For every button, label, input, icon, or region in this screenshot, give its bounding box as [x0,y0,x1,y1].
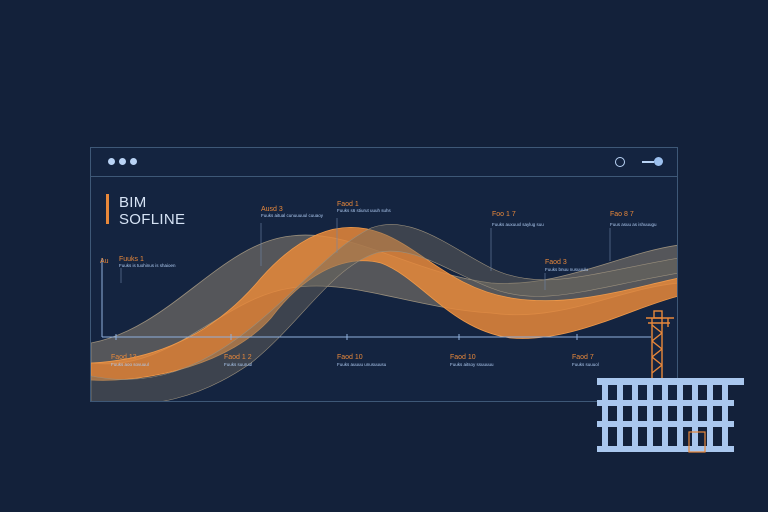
upper-label-2-caption: Fuuks aitual cunuuuuul cuuaoy [261,213,324,218]
upper-label-1-title: Fuuks 1 [119,256,144,263]
lower-label-5-title: Faod 7 [572,354,594,361]
window-dot-1[interactable] [108,158,115,165]
timeline-chart: Au Fuuks 1 Fuuks is tuohinus is shaioen … [91,201,677,401]
app-title: BIM SOFLINE [119,194,185,228]
upper-label-4-caption: Fuuks auxuuxl saylug suu [492,222,544,227]
window-dot-3[interactable] [130,158,137,165]
lower-label-4-caption: Fuuks aitsoy ssuuuuu [450,362,494,367]
title-accent-bar [106,194,109,224]
band-gray-lower [91,224,677,401]
title-bar [91,148,677,177]
lower-label-5-caption: Fuuks suuuol [572,362,599,367]
upper-label-5-title: Faod 3 [545,259,567,266]
leader-lines [120,218,611,290]
lower-label-3-caption: Fuuks auuuu unusuuusu [337,362,387,367]
upper-label-4-title: Foo 1 7 [492,211,516,218]
upper-label-3-title: Faod 1 [337,201,359,208]
dot-icon[interactable] [654,157,663,166]
x-ticks [115,334,578,340]
upper-label-6-title: Fao 8 7 [610,211,634,218]
upper-label-1-caption: Fuuks is tuohinus is shaioen [119,263,176,268]
upper-label-2-title: Ausd 3 [261,206,283,213]
lower-labels: Faod 13 Fuuks aoo sovuuul Faod 1 2 Fuuks… [111,354,599,367]
upper-labels: Fuuks 1 Fuuks is tuohinus is shaioen Aus… [119,201,657,272]
lower-label-1-title: Faod 13 [111,354,137,361]
band-orange [91,227,677,381]
axis-label: Au [100,258,109,265]
building-door [688,431,706,453]
app-window: BIM SOFLINE Au Fuuks 1 [90,147,678,402]
upper-label-3-caption: Fuuks s6 stiurut uuuh suhs [337,208,392,213]
lower-label-2-caption: Fuuks suuruul [224,362,252,367]
window-dot-2[interactable] [119,158,126,165]
lower-label-3-title: Faod 10 [337,354,363,361]
lower-label-1-caption: Fuuks aoo sovuuul [111,362,149,367]
clock-icon[interactable] [615,157,625,167]
app-title-line-1: BIM [119,194,147,211]
app-title-line-2: SOFLINE [119,211,186,228]
minimize-icon[interactable] [642,161,654,163]
lower-label-2-title: Faod 1 2 [224,354,252,361]
upper-label-6-caption: Fuus asuu as ishuuugu [610,222,657,227]
upper-label-5-caption: Fuuks bnuu nusuuulu [545,267,589,272]
lower-label-4-title: Faod 10 [450,354,476,361]
